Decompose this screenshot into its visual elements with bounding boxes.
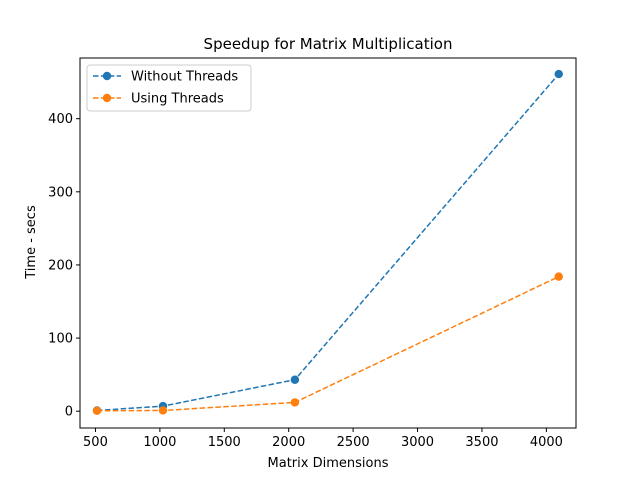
x-axis-label: Matrix Dimensions	[268, 456, 389, 471]
y-tick-label: 0	[65, 405, 73, 420]
data-point-without-threads	[290, 375, 300, 384]
x-tick-label: 500	[83, 435, 108, 450]
legend: Without Threads Using Threads	[86, 64, 252, 112]
x-tick-label: 1500	[208, 435, 241, 450]
plot-frame	[79, 57, 577, 429]
x-tick-label: 2500	[337, 435, 370, 450]
legend-label: Using Threads	[131, 92, 224, 107]
series-line-without-threads	[96, 73, 560, 412]
data-point-using-threads	[290, 398, 300, 407]
y-tick-label: 300	[48, 185, 73, 200]
axis-ticks: 500 1000 1500 2000 2500 3000 3500 4000 0 100 200 30…	[48, 112, 563, 450]
series-layer	[92, 69, 563, 416]
y-tick-label: 100	[48, 332, 73, 347]
legend-marker	[102, 71, 112, 81]
legend-box	[86, 64, 252, 112]
x-tick-label: 3000	[401, 435, 434, 450]
y-axis-label: Time - secs	[24, 205, 39, 280]
x-tick-label: 3500	[465, 435, 498, 450]
series-line-using-threads	[96, 275, 560, 412]
x-tick-label: 1000	[143, 435, 176, 450]
legend-label: Without Threads	[131, 70, 238, 85]
data-point-using-threads	[158, 406, 168, 415]
y-tick-label: 400	[48, 112, 73, 127]
y-tick-label: 200	[48, 258, 73, 273]
data-point-using-threads	[92, 406, 102, 416]
data-point-without-threads	[554, 69, 563, 79]
x-tick-label: 4000	[530, 435, 563, 450]
chart-title: Speedup for Matrix Multiplication	[204, 35, 453, 53]
data-point-using-threads	[554, 272, 563, 281]
legend-marker	[102, 93, 112, 103]
x-tick-label: 2000	[272, 435, 305, 450]
